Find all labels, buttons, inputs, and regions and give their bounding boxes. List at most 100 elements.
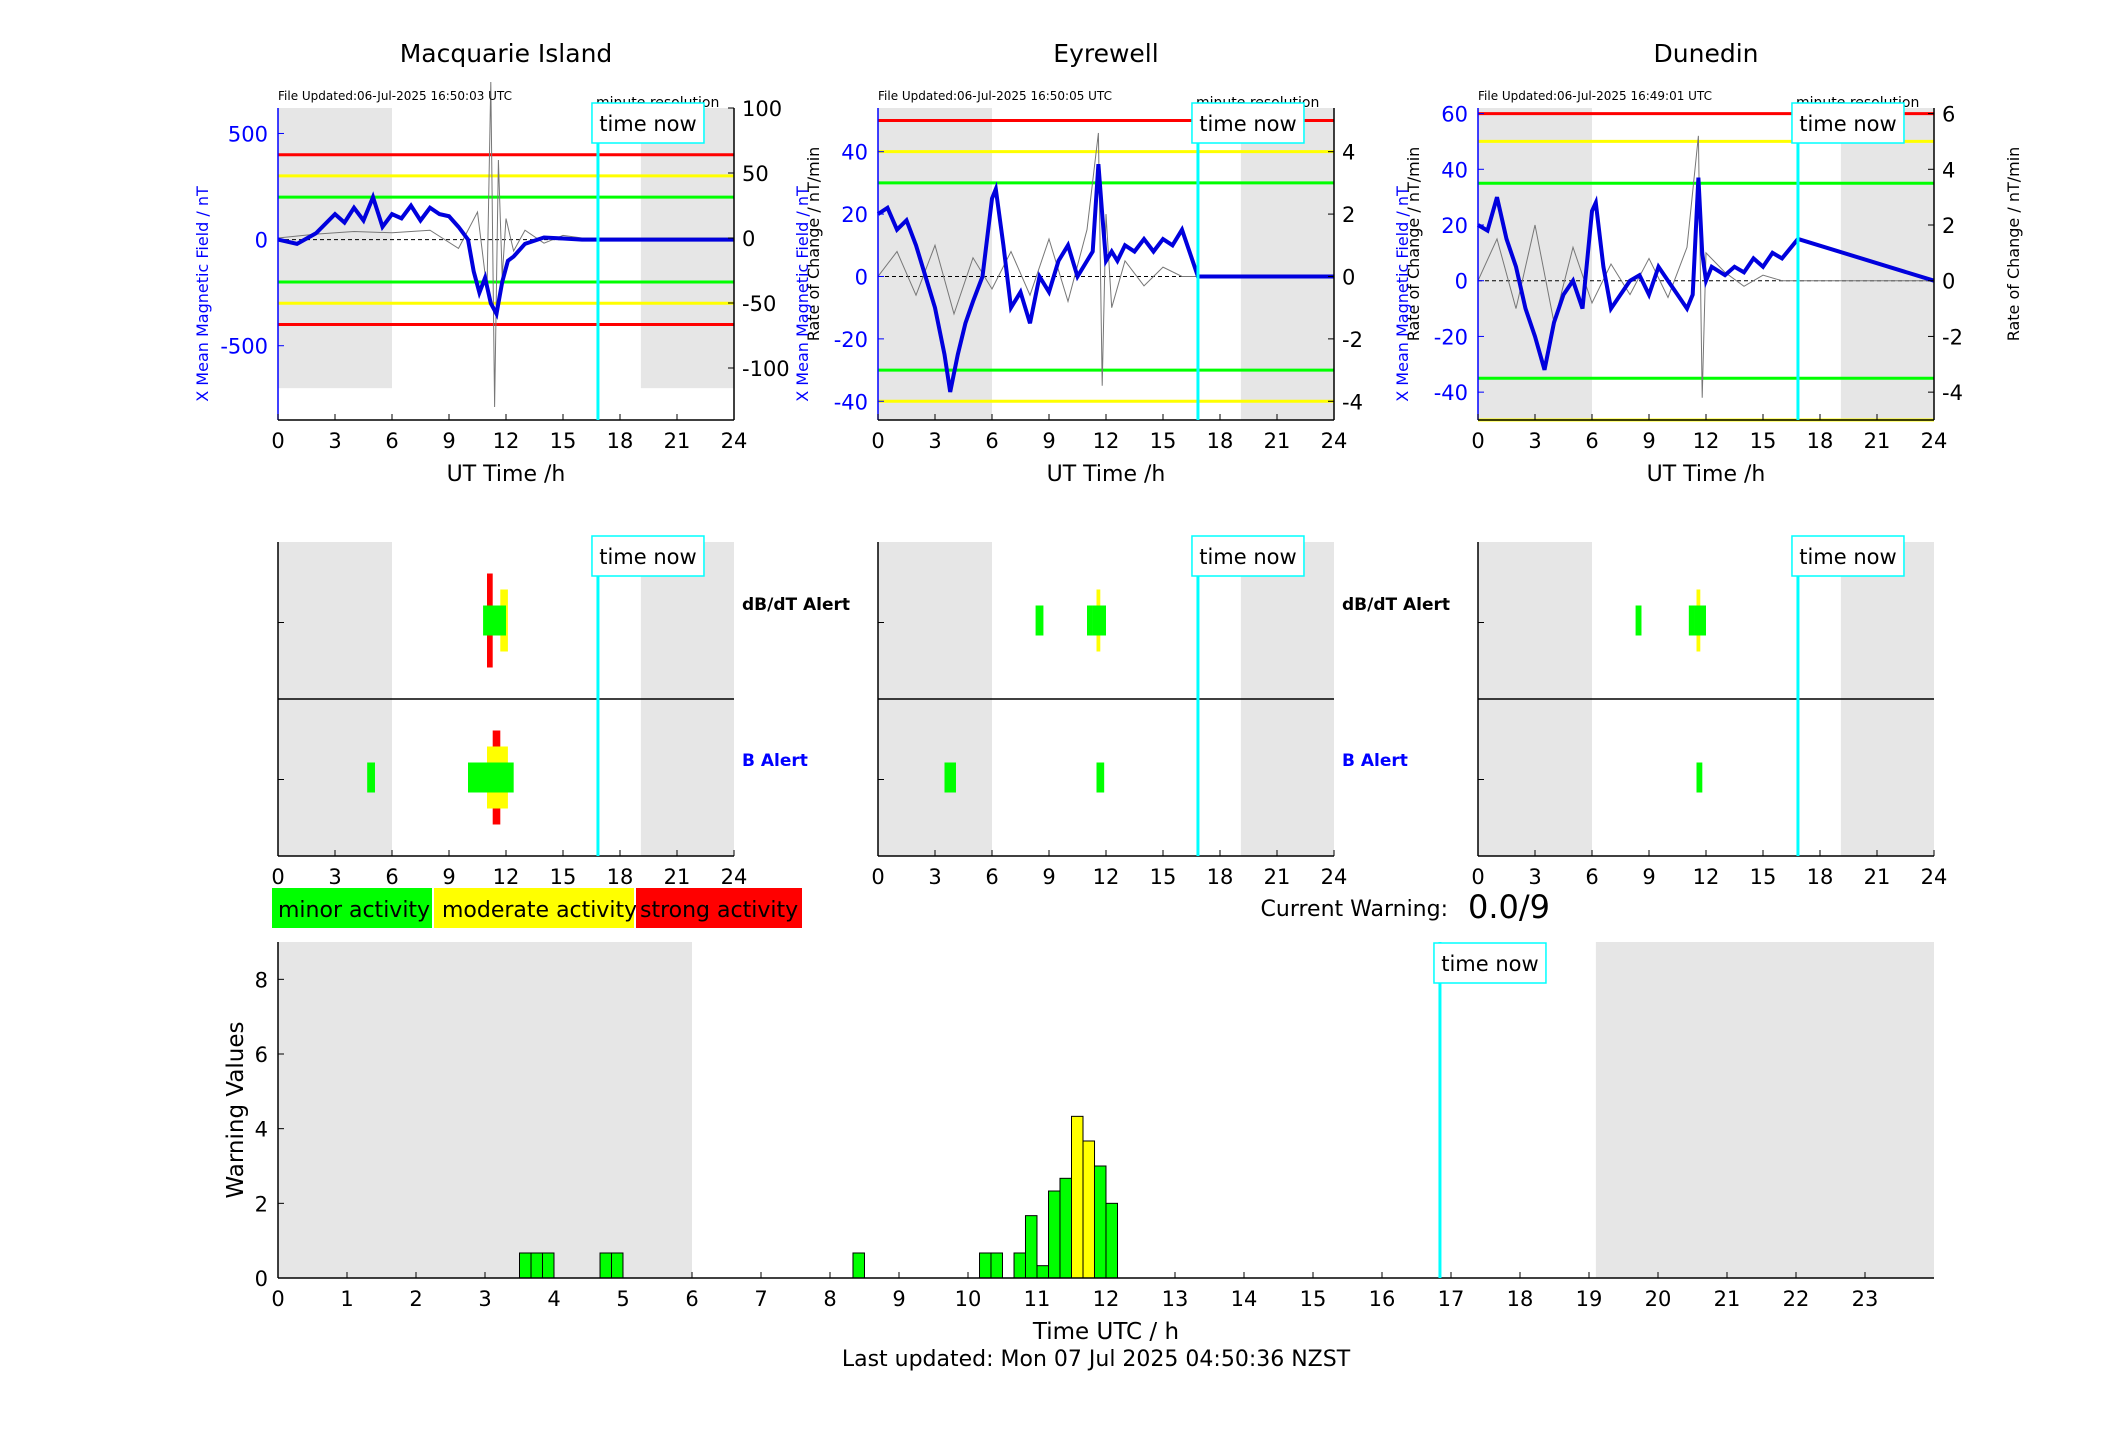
x-tick-label: 0 [1471,429,1484,453]
x-tick-label: 21 [1264,429,1291,453]
alert-bar-minor [1096,762,1105,793]
alert-bar-minor [1092,605,1106,636]
last-updated-footer: Last updated: Mon 07 Jul 2025 04:50:36 N… [842,1347,1351,1372]
time-now-label: time now [1199,545,1296,569]
warning-bar [979,1252,992,1279]
y-tick-label: 40 [1441,158,1468,182]
warning-bar [541,1252,555,1279]
y-axis-label: X Mean Magnetic Field / nT [793,186,812,402]
x-tick-label: 0 [271,1287,284,1311]
x-tick-label: 9 [1642,865,1655,889]
x-tick-label: 12 [493,429,520,453]
x-tick-label: 21 [1264,865,1291,889]
alert-bar-minor [367,762,375,793]
time-now-box [1791,535,1905,577]
magnetic-field-series [277,191,734,320]
x-tick-label: 9 [1042,429,1055,453]
x-tick-label: 5 [616,1287,629,1311]
y-tick-label: 4 [255,1118,268,1142]
warning-bar [1105,1202,1119,1279]
y-tick-label: 500 [228,122,268,146]
warning-bar [1082,1140,1096,1279]
y-tick-label: 0 [255,229,268,253]
alert-bar-minor [1635,605,1642,636]
x-axis-label: Time UTC / h [1032,1319,1179,1345]
x-tick-label: 6 [685,1287,698,1311]
time-now-label: time now [599,545,696,569]
x-tick-label: 9 [442,429,455,453]
rate-of-change-series [1477,135,1934,398]
x-tick-label: 18 [607,865,634,889]
y2-tick-label: 50 [742,162,769,186]
activity-legend: minor activity moderate activity strong … [272,888,802,928]
y2-tick-label: 4 [1942,158,1955,182]
x-tick-label: 18 [1207,429,1234,453]
x-axis-label: UT Time /h [447,462,566,487]
x-tick-label: 21 [1714,1287,1741,1311]
b-alert-label: B Alert [742,751,808,771]
y-axis-label: X Mean Magnetic Field / nT [193,186,212,402]
x-tick-label: 9 [1042,865,1055,889]
warning-bar [990,1252,1003,1279]
x-tick-label: 18 [1207,865,1234,889]
y-tick-label: 20 [1441,214,1468,238]
file-updated: File Updated:06-Jul-2025 16:50:03 UTC [278,89,512,103]
y2-tick-label: -50 [742,292,776,316]
x-tick-label: 12 [1693,865,1720,889]
magnetic-field-series [876,164,1334,393]
warning-bar [1048,1190,1061,1279]
x-tick-label: 7 [754,1287,767,1311]
x-tick-label: 18 [1807,865,1834,889]
x-tick-label: 21 [664,429,691,453]
x-tick-label: 0 [871,429,884,453]
dbdt-alert-label: dB/dT Alert [1342,595,1450,615]
time-now-box [591,102,705,144]
y2-tick-label: -4 [1342,390,1363,414]
dunedin-alert-panel: 0 3 6 9 12 15 18 21 24 time now [1471,535,1947,889]
y2-tick-label: -100 [742,357,790,381]
y-tick-label: 0 [255,1267,268,1291]
x-tick-label: 10 [955,1287,982,1311]
x-axis-label: UT Time /h [1647,462,1766,487]
x-tick-label: 19 [1576,1287,1603,1311]
y-tick-label: 40 [841,141,868,165]
x-tick-label: 6 [385,865,398,889]
y-tick-label: -20 [1434,325,1468,349]
warning-bar [1036,1265,1050,1279]
y2-tick-label: 0 [1342,265,1355,289]
night-shading [878,108,992,420]
x-tick-label: 12 [1093,865,1120,889]
warning-bar [610,1252,624,1279]
x-tick-label: 15 [550,429,577,453]
eyrewell-alert-panel: 0 3 6 9 12 15 18 21 24 dB/dT Alert B Alert time now [871,535,1450,889]
x-tick-label: 0 [871,865,884,889]
rate-of-change-series [877,132,1334,386]
warning-bar [852,1252,865,1279]
x-tick-label: 24 [1921,429,1948,453]
x-tick-label: 6 [1585,865,1598,889]
x-tick-label: 20 [1645,1287,1672,1311]
x-tick-label: 24 [721,865,748,889]
x-tick-label: 8 [823,1287,836,1311]
dbdt-alert-label: dB/dT Alert [742,595,850,615]
x-tick-label: 3 [478,1287,491,1311]
x-tick-label: 3 [1528,865,1541,889]
time-now-label: time now [1799,545,1896,569]
x-tick-label: 6 [1585,429,1598,453]
y2-axis-label: Rate of Change / nT/min [2004,147,2023,342]
legend-minor-label: minor activity [278,898,430,923]
y-axis-label: X Mean Magnetic Field / nT [1393,186,1412,402]
x-tick-label: 12 [1693,429,1720,453]
warning-bar [1071,1115,1084,1279]
y2-tick-label: 100 [742,97,782,121]
y-tick-label: -500 [220,335,268,359]
night-shading [1595,942,1934,1278]
panel-title: Dunedin [1654,39,1759,68]
x-tick-label: 17 [1438,1287,1465,1311]
x-tick-label: 18 [1507,1287,1534,1311]
y-tick-label: -40 [834,390,868,414]
alert-bar-minor [1035,605,1044,636]
x-tick-label: 13 [1162,1287,1189,1311]
